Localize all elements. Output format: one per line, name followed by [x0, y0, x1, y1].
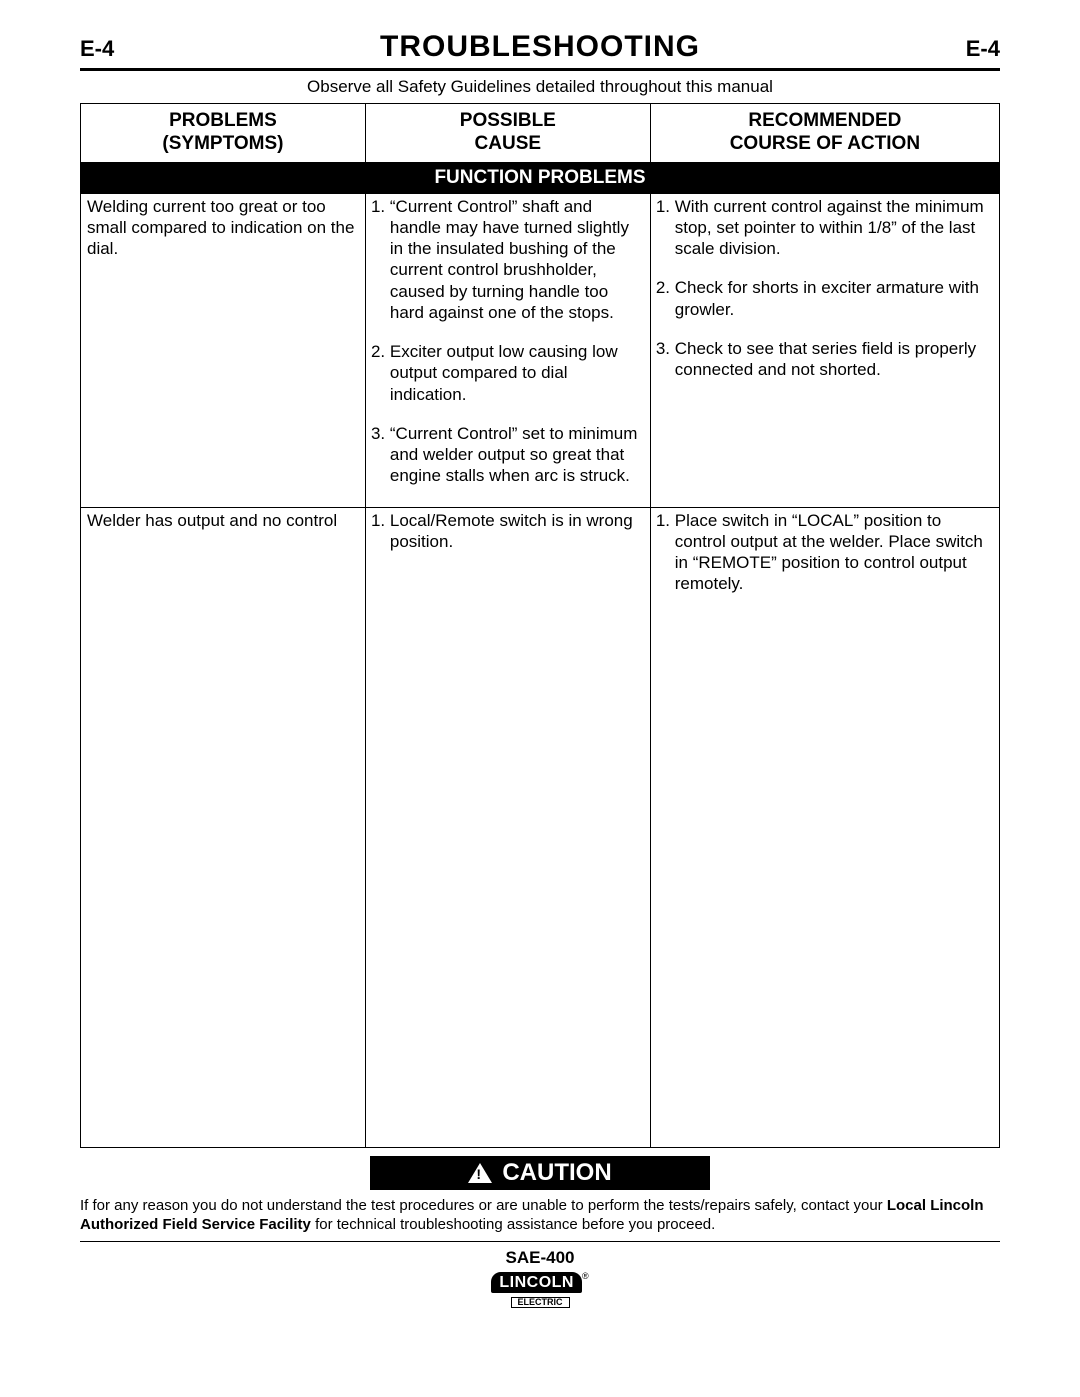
cell-cause: Local/Remote switch is in wrong position… [365, 507, 650, 1147]
cell-problem: Welder has output and no control [81, 507, 366, 1147]
cause-list: Local/Remote switch is in wrong position… [372, 510, 644, 553]
table-header-row: PROBLEMS(SYMPTOMS) POSSIBLECAUSE RECOMME… [81, 104, 1000, 163]
col-header-action: RECOMMENDEDCOURSE OF ACTION [650, 104, 999, 163]
model-number: SAE-400 [80, 1248, 1000, 1268]
list-item: Exciter output low causing low output co… [390, 341, 644, 405]
col-header-label: POSSIBLECAUSE [460, 110, 556, 154]
action-list: Place switch in “LOCAL” position to cont… [657, 510, 993, 595]
page-footer: SAE-400 LINCOLN® ELECTRIC [80, 1241, 1000, 1309]
caution-label: CAUTION [502, 1159, 611, 1187]
col-header-problems: PROBLEMS(SYMPTOMS) [81, 104, 366, 163]
col-header-cause: POSSIBLECAUSE [365, 104, 650, 163]
cause-list: “Current Control” shaft and handle may h… [372, 196, 644, 487]
list-item: Check to see that series field is proper… [675, 338, 993, 381]
page-title: TROUBLESHOOTING [380, 30, 700, 64]
logo-reg-mark: ® [582, 1271, 589, 1281]
list-item: Local/Remote switch is in wrong position… [390, 510, 644, 553]
troubleshooting-table: PROBLEMS(SYMPTOMS) POSSIBLECAUSE RECOMME… [80, 103, 1000, 1148]
problem-text: Welding current too great or too small c… [87, 197, 354, 259]
list-item: “Current Control” shaft and handle may h… [390, 196, 644, 324]
action-list: With current control against the minimum… [657, 196, 993, 381]
problem-text: Welder has output and no control [87, 511, 337, 530]
section-header-row: FUNCTION PROBLEMS [81, 162, 1000, 193]
list-item: Check for shorts in exciter armature wit… [675, 277, 993, 320]
caution-text-post: for technical troubleshooting assistance… [311, 1216, 715, 1233]
brand-logo: LINCOLN® ELECTRIC [490, 1272, 590, 1309]
table-row: Welder has output and no control Local/R… [81, 507, 1000, 1147]
page-header: E-4 TROUBLESHOOTING E-4 [80, 30, 1000, 71]
list-item: “Current Control” set to minimum and wel… [390, 423, 644, 487]
page-number-left: E-4 [80, 36, 114, 62]
cell-problem: Welding current too great or too small c… [81, 193, 366, 507]
list-item: With current control against the minimum… [675, 196, 993, 260]
caution-banner: CAUTION [370, 1156, 710, 1190]
col-header-label: RECOMMENDEDCOURSE OF ACTION [730, 110, 920, 154]
page-number-right: E-4 [966, 36, 1000, 62]
cell-cause: “Current Control” shaft and handle may h… [365, 193, 650, 507]
logo-sub-text: ELECTRIC [511, 1297, 570, 1308]
cell-action: With current control against the minimum… [650, 193, 999, 507]
table-row: Welding current too great or too small c… [81, 193, 1000, 507]
warning-triangle-icon [468, 1163, 492, 1183]
col-header-label: PROBLEMS(SYMPTOMS) [162, 110, 283, 154]
logo-brand-text: LINCOLN [491, 1272, 582, 1293]
safety-note: Observe all Safety Guidelines detailed t… [80, 71, 1000, 103]
section-title: FUNCTION PROBLEMS [81, 162, 1000, 193]
list-item: Place switch in “LOCAL” position to cont… [675, 510, 993, 595]
caution-text-pre: If for any reason you do not understand … [80, 1197, 887, 1214]
caution-paragraph: If for any reason you do not understand … [80, 1194, 1000, 1241]
cell-action: Place switch in “LOCAL” position to cont… [650, 507, 999, 1147]
